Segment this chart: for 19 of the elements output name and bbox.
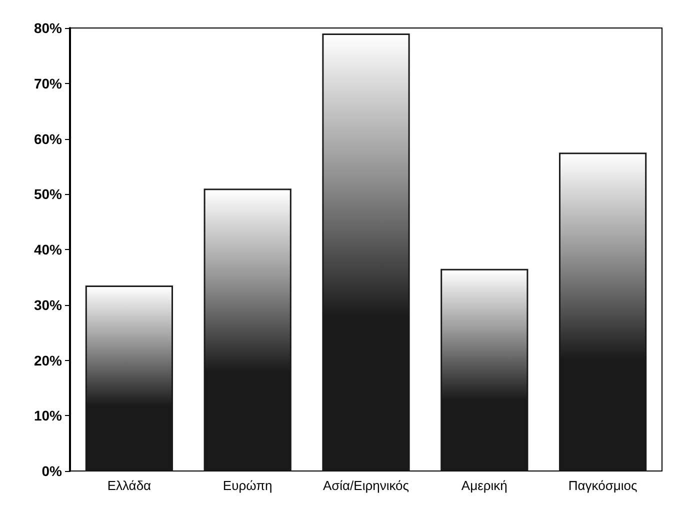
bar [558, 152, 647, 471]
x-tick-label: Ελλάδα [107, 478, 152, 493]
y-tick-label: 20% [34, 352, 63, 368]
y-tick-label: 60% [34, 130, 63, 147]
x-tick-label: Παγκόσμιος [568, 478, 638, 493]
x-tick-label: Ευρώπη [222, 478, 272, 493]
bar [85, 285, 174, 471]
y-tick-label: 70% [34, 75, 63, 92]
y-tick-label: 50% [34, 186, 63, 202]
y-tick-label: 80% [34, 20, 63, 36]
bar [440, 268, 528, 471]
y-tick-label: 30% [34, 296, 63, 313]
bar [322, 34, 410, 471]
y-tick-label: 0% [42, 463, 63, 479]
y-tick-label: 40% [34, 242, 63, 258]
x-tick-label: Αμερική [461, 478, 508, 493]
bar [204, 188, 292, 471]
y-tick-label: 10% [34, 408, 63, 424]
x-tick-label: Ασία/Ειρηνικός [322, 478, 410, 493]
